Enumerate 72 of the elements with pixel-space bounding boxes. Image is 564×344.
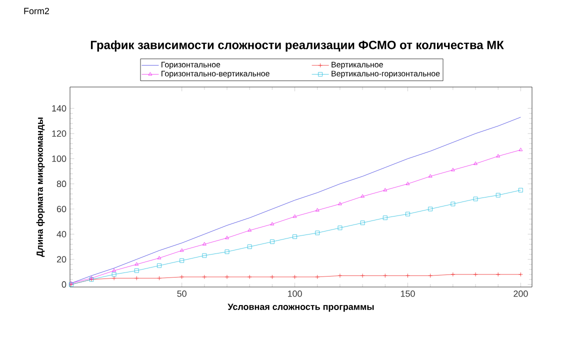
point: [338, 226, 342, 230]
point: [473, 196, 478, 202]
point: [496, 154, 500, 158]
point: [202, 274, 207, 280]
y-tick-label: 60: [56, 206, 66, 212]
point: [360, 194, 364, 198]
point: [315, 274, 320, 280]
point: [157, 276, 162, 280]
y-tick-label: 100: [52, 156, 66, 162]
point: [224, 274, 230, 280]
point: [360, 273, 365, 278]
point: [270, 222, 274, 226]
point: [224, 250, 230, 254]
y-tick-label: 140: [52, 105, 66, 112]
point: [247, 274, 252, 280]
point: [292, 214, 297, 218]
point: [270, 274, 274, 280]
point: [292, 234, 297, 239]
point: [202, 253, 207, 258]
y-tick-label: 80: [56, 180, 66, 188]
point: [383, 188, 388, 192]
point: [90, 276, 94, 280]
x-tick-label: 50: [177, 290, 186, 297]
point: [315, 208, 320, 212]
point: [157, 263, 162, 268]
point: [496, 192, 500, 198]
point: [180, 258, 184, 263]
y-axis-title: Длина формата микрокоманды: [36, 118, 45, 257]
point: [292, 274, 297, 280]
point: [248, 228, 252, 232]
point: [134, 276, 139, 280]
point: [474, 162, 478, 165]
x-tick-label: 100: [288, 290, 302, 297]
point: [428, 206, 433, 212]
point: [496, 272, 500, 277]
x-tick-label: 150: [400, 290, 415, 297]
y-tick-label: 0: [62, 281, 66, 288]
point: [406, 182, 410, 186]
point: [518, 188, 523, 192]
point: [225, 236, 229, 240]
y-tick-label: 20: [56, 256, 66, 263]
point: [112, 276, 116, 280]
point: [247, 244, 252, 249]
point: [428, 174, 432, 178]
point: [338, 202, 342, 206]
point: [157, 256, 162, 260]
point: [112, 272, 116, 277]
point: [315, 230, 320, 236]
point: [338, 273, 342, 278]
text: Form2: [24, 8, 49, 14]
point: [202, 242, 206, 246]
point: [450, 202, 456, 206]
point: [406, 273, 410, 278]
y-tick-label: 40: [56, 230, 66, 238]
x-tick-label: 200: [514, 290, 528, 297]
point: [180, 274, 184, 280]
point: [382, 216, 388, 220]
point: [428, 273, 433, 278]
point: [112, 268, 116, 272]
point: [382, 273, 388, 278]
point: [180, 248, 184, 252]
point: [134, 262, 139, 266]
point: [270, 240, 274, 244]
point: [406, 212, 410, 216]
x-axis-title: Условная сложность программы: [228, 304, 374, 312]
chart-title: График зависимости сложности реализации ФСМО от количества МК: [90, 40, 504, 52]
point: [451, 168, 455, 172]
y-tick-label: 120: [52, 130, 66, 137]
point: [450, 272, 456, 277]
point: [473, 272, 478, 277]
point: [134, 268, 139, 273]
point: [360, 220, 365, 226]
